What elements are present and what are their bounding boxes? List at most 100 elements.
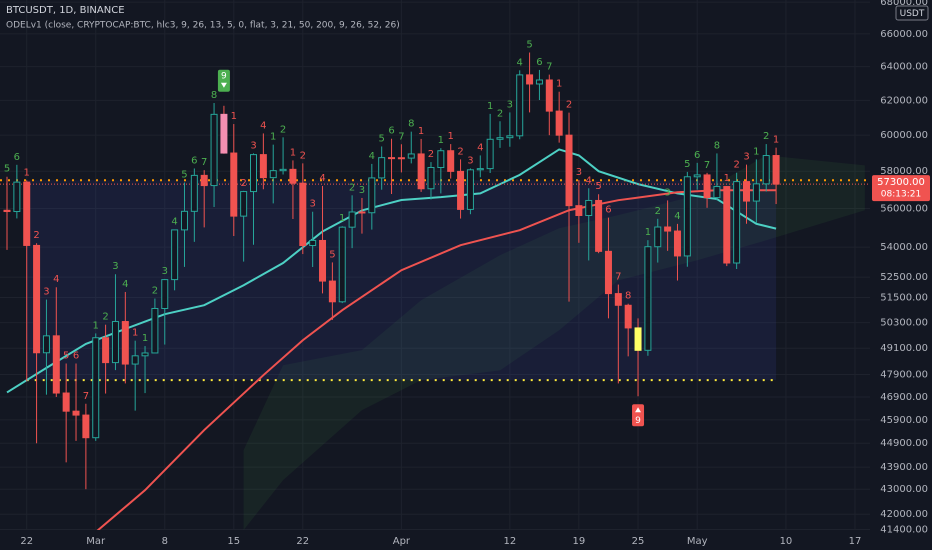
- candle-body: [575, 205, 583, 216]
- candle-body: [141, 352, 149, 357]
- td-count: 3: [250, 140, 256, 151]
- candle-body: [72, 410, 80, 416]
- td-count: 3: [43, 287, 49, 298]
- axes: 41400.00 42000.00 43000.00 43900.00 44900.00…: [20, 0, 930, 547]
- td-count: 4: [477, 142, 483, 153]
- td-count: 1: [418, 126, 424, 137]
- candle-body: [673, 230, 681, 257]
- candle-body: [417, 153, 425, 190]
- td-count: 7: [615, 272, 621, 283]
- candle-body: [378, 157, 386, 179]
- candle-body: [220, 113, 228, 154]
- td-count: 3: [112, 261, 118, 272]
- candle-body: [348, 211, 356, 228]
- candle-body: [595, 199, 603, 252]
- candle-body: [289, 168, 297, 184]
- candle-body: [250, 154, 257, 193]
- td-count: 4: [53, 274, 59, 285]
- td-count: 1: [773, 135, 779, 146]
- td-count: 7: [201, 157, 207, 168]
- candle-body: [713, 186, 721, 199]
- y-tick-label: 43900.00: [880, 462, 928, 473]
- candle-body: [42, 335, 50, 354]
- candle-body: [259, 154, 267, 179]
- candle-body: [526, 74, 534, 85]
- candle-body: [703, 174, 711, 199]
- candle-body: [664, 226, 672, 232]
- x-tick-label: 17: [849, 536, 862, 547]
- candle-body: [407, 153, 415, 159]
- td-count: 2: [566, 100, 572, 111]
- td-count: 2: [102, 312, 108, 323]
- td-nine-marker: [632, 404, 645, 427]
- candle-body: [52, 335, 60, 394]
- td-count: 5: [4, 164, 10, 175]
- td-count: 6: [73, 350, 79, 361]
- candle-body: [644, 246, 652, 351]
- candle-body: [328, 280, 336, 303]
- candle-body: [200, 174, 208, 187]
- currency-label[interactable]: USDT: [900, 9, 925, 19]
- td-count: 6: [536, 57, 542, 68]
- candle-body: [624, 304, 632, 329]
- td-count: 1: [24, 167, 30, 178]
- x-tick-label: 25: [632, 536, 645, 547]
- td-count: 3: [467, 155, 473, 166]
- td-count: 2: [240, 178, 246, 189]
- x-tick-label: 22: [296, 536, 309, 547]
- candle-body: [535, 79, 543, 85]
- y-tick-label: 50300.00: [880, 318, 928, 329]
- candle-body: [338, 226, 346, 303]
- candle-body: [33, 244, 41, 354]
- td-count: 1: [724, 173, 730, 184]
- candle-body: [309, 239, 317, 247]
- td-count: 8: [714, 140, 720, 151]
- td-count: 4: [674, 211, 680, 222]
- candle-body: [496, 137, 504, 140]
- indicator-label: ODELv1 (close, CRYPTOCAP:BTC, hlc3, 9, 2…: [6, 21, 400, 31]
- candle-body: [388, 157, 396, 160]
- candle-body: [743, 181, 750, 202]
- td-count: 1: [132, 328, 138, 339]
- x-tick-label: Apr: [393, 536, 411, 547]
- td-nine-label: 9: [635, 416, 641, 426]
- y-tick-label: 66000.00: [880, 29, 928, 40]
- currency-box[interactable]: [895, 5, 929, 21]
- candle-body: [161, 279, 169, 309]
- x-tick-label: 12: [503, 536, 516, 547]
- td-count: 6: [605, 205, 611, 216]
- y-tick-label: 60000.00: [880, 130, 928, 141]
- candle-body: [397, 157, 405, 160]
- candle-body: [476, 168, 484, 171]
- y-tick-label: 47900.00: [880, 370, 928, 381]
- candle-body: [545, 79, 553, 112]
- cloud: [243, 155, 865, 530]
- candle-body: [604, 250, 612, 295]
- candle-body: [102, 337, 110, 364]
- candle-body: [506, 135, 514, 139]
- td-count: 7: [704, 160, 710, 171]
- candle-body: [447, 150, 455, 172]
- countdown-label: 08:13:21: [881, 190, 921, 200]
- candle-body: [13, 181, 21, 213]
- y-tick-label: 51500.00: [880, 293, 928, 304]
- y-tick-label: 46900.00: [880, 392, 928, 403]
- td-count: 3: [664, 187, 670, 198]
- td-count: 3: [507, 99, 513, 110]
- candle-body: [516, 74, 524, 137]
- td-count: 5: [684, 159, 690, 170]
- td-count: 5: [526, 40, 532, 51]
- candle-body: [240, 191, 248, 217]
- td-count: 1: [448, 131, 454, 142]
- td-count: 5: [378, 133, 384, 144]
- td-count: 1: [231, 111, 237, 122]
- ma-line: [6, 148, 777, 394]
- td-count: 2: [152, 286, 158, 297]
- x-tick-label: 8: [162, 536, 168, 547]
- candle-body: [772, 155, 780, 185]
- candle-body: [585, 199, 593, 216]
- candle-body: [752, 183, 760, 202]
- td-nine-label: 9: [221, 71, 227, 81]
